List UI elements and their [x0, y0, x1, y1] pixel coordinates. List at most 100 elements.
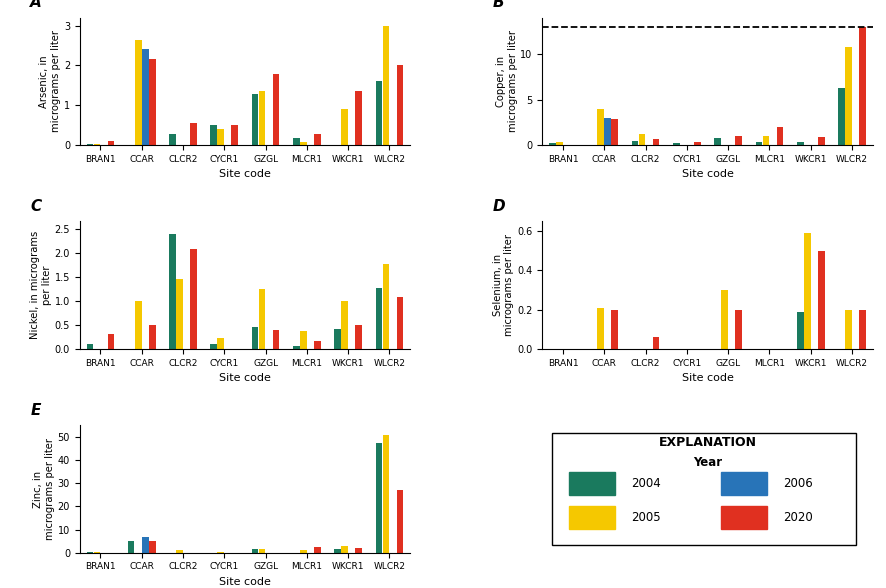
Bar: [569, 506, 615, 529]
Bar: [777, 127, 783, 145]
Bar: [315, 134, 321, 145]
Text: E: E: [30, 403, 41, 417]
Bar: [107, 141, 114, 145]
Bar: [94, 552, 100, 553]
Bar: [300, 331, 307, 349]
Y-axis label: Copper, in
micrograms per liter: Copper, in micrograms per liter: [496, 31, 517, 132]
Text: 2006: 2006: [783, 477, 813, 490]
Bar: [838, 88, 845, 145]
Bar: [845, 310, 851, 349]
Bar: [190, 123, 197, 145]
Bar: [397, 490, 403, 553]
Bar: [190, 249, 197, 349]
Bar: [735, 136, 742, 145]
Bar: [397, 65, 403, 145]
Bar: [334, 549, 341, 553]
Bar: [217, 338, 224, 349]
Bar: [859, 310, 866, 349]
Bar: [653, 139, 659, 145]
Bar: [293, 138, 299, 145]
Bar: [259, 289, 266, 349]
Bar: [87, 344, 93, 349]
Bar: [763, 136, 769, 145]
Bar: [673, 143, 680, 145]
Bar: [87, 144, 93, 145]
Bar: [135, 41, 142, 145]
Bar: [355, 548, 362, 553]
X-axis label: Site code: Site code: [219, 373, 271, 383]
Bar: [355, 325, 362, 349]
Bar: [397, 297, 403, 349]
Text: C: C: [30, 199, 42, 214]
Bar: [315, 547, 321, 553]
Bar: [845, 47, 851, 145]
Y-axis label: Zinc, in
micrograms per liter: Zinc, in micrograms per liter: [34, 438, 55, 540]
Text: EXPLANATION: EXPLANATION: [658, 436, 757, 449]
Bar: [714, 139, 721, 145]
X-axis label: Site code: Site code: [219, 169, 271, 179]
Bar: [128, 541, 135, 553]
Bar: [376, 81, 382, 145]
Bar: [252, 328, 259, 349]
Bar: [176, 550, 183, 553]
Bar: [604, 118, 611, 145]
Bar: [94, 144, 100, 145]
Bar: [315, 340, 321, 349]
Bar: [300, 550, 307, 553]
Bar: [721, 290, 728, 349]
Bar: [135, 301, 142, 349]
Bar: [252, 549, 259, 553]
Bar: [211, 125, 217, 145]
X-axis label: Site code: Site code: [681, 169, 734, 179]
Bar: [694, 142, 701, 145]
Bar: [231, 125, 238, 145]
Bar: [211, 344, 217, 349]
Bar: [804, 233, 811, 349]
Bar: [217, 552, 224, 553]
Bar: [149, 541, 156, 553]
Bar: [149, 325, 156, 349]
Bar: [632, 141, 638, 145]
Text: Year: Year: [693, 456, 722, 469]
Text: 2005: 2005: [632, 510, 661, 523]
Bar: [611, 119, 618, 145]
Bar: [376, 288, 382, 349]
Bar: [597, 109, 604, 145]
Bar: [556, 142, 563, 145]
Bar: [273, 330, 279, 349]
Text: A: A: [30, 0, 42, 10]
Bar: [735, 310, 742, 349]
Bar: [797, 142, 804, 145]
Y-axis label: Arsenic, in
micrograms per liter: Arsenic, in micrograms per liter: [39, 31, 61, 132]
Bar: [259, 549, 266, 553]
Y-axis label: Selenium, in
micrograms per liter: Selenium, in micrograms per liter: [493, 234, 515, 336]
Bar: [273, 74, 279, 145]
Bar: [107, 335, 114, 349]
Bar: [341, 301, 348, 349]
Bar: [549, 143, 556, 145]
Bar: [720, 472, 767, 495]
Bar: [653, 337, 659, 349]
Bar: [797, 312, 804, 349]
Bar: [383, 264, 389, 349]
Bar: [217, 129, 224, 145]
Bar: [259, 91, 266, 145]
X-axis label: Site code: Site code: [219, 577, 271, 587]
Bar: [341, 546, 348, 553]
Bar: [169, 134, 175, 145]
Bar: [149, 59, 156, 145]
Bar: [376, 443, 382, 553]
Bar: [818, 137, 825, 145]
Bar: [355, 91, 362, 145]
Bar: [334, 329, 341, 349]
Bar: [383, 435, 389, 553]
Text: D: D: [493, 199, 505, 214]
Y-axis label: Nickel, in micrograms
per liter: Nickel, in micrograms per liter: [30, 231, 51, 339]
Bar: [300, 142, 307, 145]
Bar: [87, 552, 93, 553]
Bar: [639, 134, 645, 145]
Bar: [597, 308, 604, 349]
Bar: [859, 26, 866, 145]
Text: 2004: 2004: [632, 477, 661, 490]
Bar: [383, 26, 389, 145]
